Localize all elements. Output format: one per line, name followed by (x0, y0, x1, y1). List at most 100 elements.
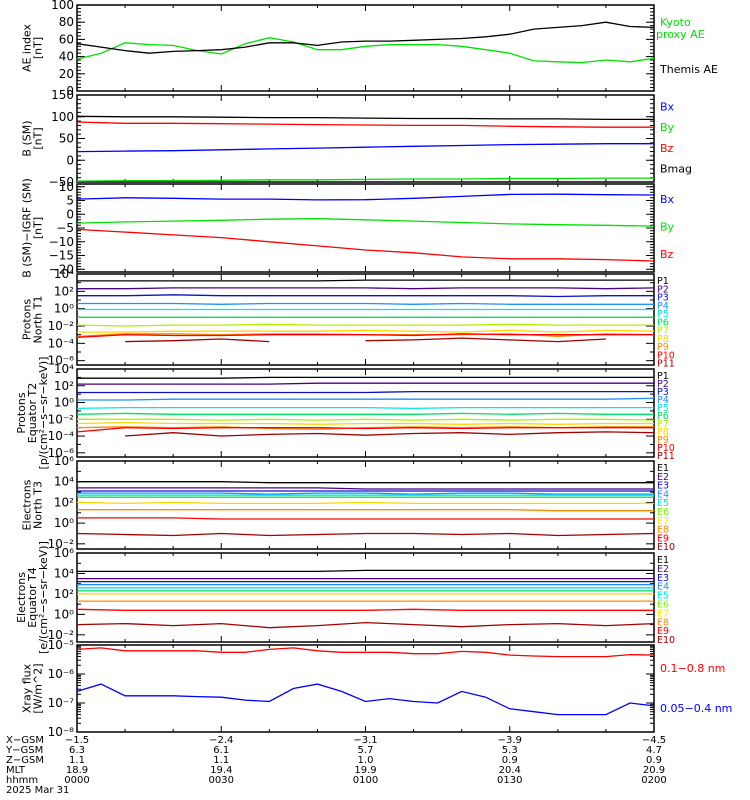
y-tick-label: 10⁻⁸ (48, 725, 75, 739)
legend-entry: By (660, 221, 675, 234)
legend-entry: E5 (657, 498, 669, 509)
legend-entry: E3 (657, 573, 669, 584)
series-line-by (76, 218, 655, 227)
y-tick-label: 40 (59, 50, 74, 64)
panel-frame-bsm (76, 94, 655, 183)
legend-entry: E5 (657, 591, 669, 602)
y-tick-label: 10⁻⁵ (48, 638, 75, 652)
legend-entry: By (660, 121, 675, 134)
y-tick-label: −20 (49, 262, 74, 276)
legend-entry: Bz (660, 142, 674, 155)
legend-entry: E6 (657, 600, 669, 611)
y-tick-label: 100 (51, 110, 74, 124)
legend-entry: P8 (657, 427, 669, 438)
legend-entry: E7 (657, 608, 669, 619)
y-tick-label: −15 (49, 249, 74, 263)
y-tick-label: 10⁻⁶ (48, 667, 75, 681)
y-axis-label: Protons (21, 299, 34, 340)
y-axis-label: [W/m^2] (32, 663, 45, 713)
y-tick-label: 10⁻² (48, 537, 75, 551)
y-tick-label: 10⁶ (54, 454, 74, 468)
legend-entry: proxy AE (656, 28, 705, 41)
series-line-p3 (77, 294, 654, 298)
footer-value: 20.4 (498, 765, 521, 776)
legend-entry: E1 (657, 555, 669, 566)
footer-value: 1.1 (69, 755, 85, 766)
legend-entry: E1 (657, 463, 669, 474)
y-tick-label: 10⁴ (54, 566, 74, 580)
series-line-p2 (77, 287, 655, 290)
footer-value: 5.7 (357, 745, 374, 756)
y-tick-label: 10² (54, 495, 74, 509)
footer-value: −1.5 (64, 735, 90, 746)
footer-value: 5.3 (501, 745, 518, 756)
series-line-themis-ae (76, 21, 655, 54)
y-tick-label: 10⁻⁴ (48, 336, 75, 350)
legend-entry: E7 (657, 516, 669, 527)
y-tick-label: 0 (66, 207, 74, 221)
series-line-e4 (77, 492, 654, 495)
legend-entry: Bz (660, 248, 674, 261)
footer-value: 1.1 (213, 755, 230, 766)
orbit-footer: X−GSM −1.5 −2.4 −3.1 −3.9 −4.5 Y−GSM 6.3 6.1 5.7 5… (0, 736, 750, 800)
series-line-e7 (76, 501, 654, 505)
panel-frame-ae (76, 4, 655, 92)
legend-entry: E3 (657, 481, 669, 492)
legend-entry: P7 (657, 326, 669, 337)
legend-entry: P2 (657, 284, 669, 295)
footer-value: 0000 (64, 775, 90, 786)
y-tick-label: 80 (59, 15, 74, 29)
legend-entry: E10 (657, 635, 675, 646)
legend-entry: P3 (657, 387, 669, 398)
y-tick-label: 50 (59, 132, 74, 146)
legend-entry: P10 (657, 350, 675, 361)
series-line-p10 (76, 427, 654, 433)
y-axis-label: Equator T4 (26, 567, 39, 627)
y-axis-label: [nT] (32, 37, 45, 59)
footer-value: −3.9 (497, 735, 522, 746)
series-line-e8 (77, 509, 654, 512)
legend-entry: P3 (657, 293, 669, 304)
footer-value: −3.1 (353, 735, 378, 746)
legend-entry: P2 (657, 379, 669, 390)
y-tick-label: 10⁻⁷ (48, 696, 75, 710)
series-line-e1 (77, 481, 654, 484)
legend-entry: P6 (657, 411, 669, 422)
legend-entry: E8 (657, 525, 669, 536)
y-tick-label: 10⁻² (48, 628, 75, 642)
y-tick-label: 10⁻² (48, 412, 75, 426)
y-tick-label: 10⁻⁶ (48, 446, 75, 460)
legend-entry: E2 (657, 472, 669, 483)
y-tick-label: 5 (66, 194, 74, 208)
series-line-p7 (76, 323, 654, 327)
footer-value: 0030 (208, 775, 234, 786)
legend-entry: Bx (660, 100, 675, 113)
footer-value: −4.5 (641, 735, 667, 746)
legend-entry: E6 (657, 507, 669, 518)
series-line-p11 (365, 337, 606, 343)
series-line-e10 (76, 532, 655, 537)
y-tick-label: 10² (54, 587, 74, 601)
legend-entry: Bmag (660, 163, 692, 176)
y-tick-label: −10 (49, 235, 74, 249)
legend-entry: P8 (657, 334, 669, 345)
y-axis-label: [nT] (32, 127, 45, 149)
series-line-p6 (76, 412, 654, 415)
footer-value: 1.0 (357, 755, 374, 766)
y-axis-label: B (SM)−IGRF (SM) (21, 178, 34, 278)
series-line-by (76, 177, 654, 182)
panel-frame-xray (76, 644, 655, 733)
legend-entry: P9 (657, 342, 669, 353)
footer-row-label: hhmm (6, 775, 39, 786)
y-axis-label: Electrons (21, 479, 34, 530)
footer-value: 20.9 (642, 765, 666, 776)
footer-value: 6.1 (213, 745, 230, 756)
y-tick-label: 10² (54, 379, 74, 393)
y-axis-label: B (SM) (21, 120, 34, 156)
legend-entry: Bx (660, 193, 675, 206)
series-line-kyoto-proxy-ae (76, 37, 655, 64)
footer-row-label: Y−GSM (6, 745, 44, 756)
y-tick-label: 10⁴ (54, 475, 74, 489)
panel-frame-ee4 (76, 552, 655, 643)
legend-entry: P6 (657, 317, 669, 328)
